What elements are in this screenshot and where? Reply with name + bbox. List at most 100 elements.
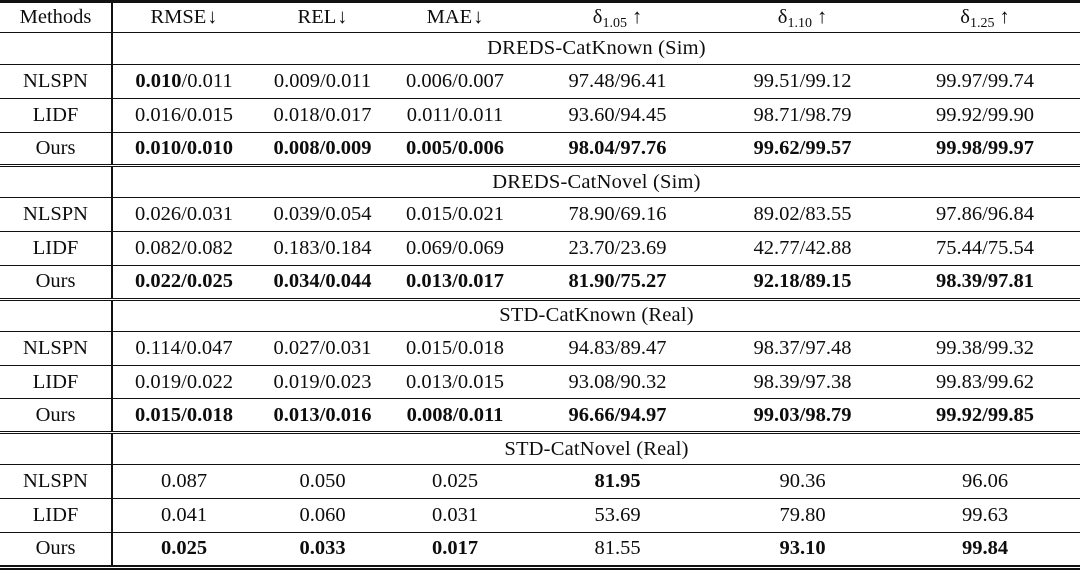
delta-subscript: 1.05 xyxy=(602,16,627,31)
down-arrow-icon: ↓ xyxy=(337,6,348,28)
col-header-rel: REL↓ xyxy=(255,2,390,33)
value-cell: 99.92/99.90 xyxy=(936,103,1034,126)
col-header-mae: MAE↓ xyxy=(390,2,520,33)
value-cell: 81.95 xyxy=(594,470,641,493)
table-row-nlspn: NLSPN 0.114/0.047 0.027/0.031 0.015/0.01… xyxy=(0,331,1080,366)
value-cell: 99.38/99.32 xyxy=(936,336,1034,359)
table-row-ours: Ours 0.025 0.033 0.017 81.55 93.10 99.84 xyxy=(0,532,1080,568)
method-label: LIDF xyxy=(0,98,113,133)
table-row-lidf: LIDF 0.016/0.015 0.018/0.017 0.011/0.011… xyxy=(0,98,1080,133)
value-cell: 99.83/99.62 xyxy=(936,370,1034,393)
value-cell: 99.03/98.79 xyxy=(753,403,852,426)
value-cell: 81.90/75.27 xyxy=(568,270,667,293)
method-label: Ours xyxy=(0,398,113,433)
delta-symbol: δ xyxy=(777,6,788,28)
value-cell: 99.84 xyxy=(961,537,1009,560)
delta-subscript: 1.25 xyxy=(969,16,995,31)
value-cell: 0.025 xyxy=(431,470,479,493)
table-row-ours: Ours 0.022/0.025 0.034/0.044 0.013/0.017… xyxy=(0,265,1080,300)
table-row-nlspn: NLSPN 0.087 0.050 0.025 81.95 90.36 96.0… xyxy=(0,464,1080,499)
value-cell: 99.97/99.74 xyxy=(936,69,1034,92)
value-cell: 0.019/0.023 xyxy=(273,370,372,393)
value-cell: 0.060 xyxy=(299,504,346,526)
value-cell: 0.019/0.022 xyxy=(135,370,233,393)
value-cell: 89.02/83.55 xyxy=(753,203,852,226)
value-cell: 0.018/0.017 xyxy=(273,103,372,126)
value-cell: 93.08/90.32 xyxy=(568,370,667,393)
up-arrow-icon: ↑ xyxy=(816,6,828,28)
value-cell: 79.80 xyxy=(779,504,826,526)
method-label: LIDF xyxy=(0,365,113,399)
section-header-std-catnovel-real: STD-CatNovel (Real) xyxy=(0,432,1080,465)
value-cell: 93.60/94.45 xyxy=(568,103,667,126)
value-cell: 0.005/0.006 xyxy=(406,137,504,160)
value-cell: 75.44/75.54 xyxy=(936,237,1034,260)
table-row-ours: Ours 0.015/0.018 0.013/0.016 0.008/0.011… xyxy=(0,398,1080,433)
value-cell: 0.087 xyxy=(160,470,208,493)
value-cell: 0.010/0.011 xyxy=(135,69,233,92)
value-cell: 81.55 xyxy=(594,537,641,560)
value-cell: 0.009/0.011 xyxy=(273,69,372,92)
method-label: NLSPN xyxy=(0,331,113,366)
header-row: Methods RMSE↓ REL↓ MAE↓ δ1.05 ↑ δ1.10 ↑ δ1… xyxy=(0,1,1080,33)
value-cell: 0.050 xyxy=(299,470,346,493)
value-cell: 90.36 xyxy=(779,470,826,493)
empty-cell xyxy=(0,32,113,65)
value-cell: 93.10 xyxy=(779,537,826,560)
section-header-dreds-catnovel-sim: DREDS-CatNovel (Sim) xyxy=(0,165,1080,198)
value-cell: 0.013/0.017 xyxy=(406,270,504,293)
value-cell: 0.008/0.009 xyxy=(273,137,372,160)
value-cell: 0.008/0.011 xyxy=(406,403,504,426)
value-cell: 0.013/0.015 xyxy=(406,370,504,393)
value-cell: 99.92/99.85 xyxy=(936,403,1034,426)
value-cell: 94.83/89.47 xyxy=(568,336,667,359)
value-cell: 99.98/99.97 xyxy=(936,137,1034,160)
method-label: Ours xyxy=(0,132,113,166)
value-cell: 42.77/42.88 xyxy=(753,237,852,260)
up-arrow-icon: ↑ xyxy=(631,6,643,28)
value-cell: 0.026/0.031 xyxy=(135,203,233,226)
empty-cell xyxy=(0,432,113,465)
value-cell: 0.039/0.054 xyxy=(273,203,372,226)
value-cell: 0.082/0.082 xyxy=(135,237,233,260)
col-header-rel-label: REL xyxy=(297,6,337,28)
value-cell: 97.86/96.84 xyxy=(936,203,1034,226)
up-arrow-icon: ↑ xyxy=(999,6,1010,28)
value-cell: 0.031 xyxy=(431,504,479,526)
value-cell: 0.022/0.025 xyxy=(135,270,233,293)
value-cell: 53.69 xyxy=(594,504,641,526)
empty-cell xyxy=(0,299,113,332)
delta-symbol: δ xyxy=(592,6,603,28)
value-cell: 98.04/97.76 xyxy=(568,137,667,160)
value-cell: 92.18/89.15 xyxy=(753,270,852,293)
value-cell: 0.010/0.010 xyxy=(135,137,233,160)
section-title: DREDS-CatKnown (Sim) xyxy=(487,36,706,59)
col-header-methods: Methods xyxy=(0,1,113,33)
value-cell: 98.71/98.79 xyxy=(753,103,852,126)
value-cell: 96.06 xyxy=(961,470,1009,493)
value-cell: 0.183/0.184 xyxy=(273,237,372,260)
section-title: STD-CatNovel (Real) xyxy=(504,437,689,460)
method-label: LIDF xyxy=(0,498,113,533)
value-cell: 0.015/0.018 xyxy=(135,403,233,426)
method-label: NLSPN xyxy=(0,197,113,232)
section-title: DREDS-CatNovel (Sim) xyxy=(492,170,701,193)
col-header-delta-110: δ1.10 ↑ xyxy=(715,2,890,33)
method-label: LIDF xyxy=(0,231,113,266)
empty-cell xyxy=(0,165,113,198)
value-cell: 0.114/0.047 xyxy=(135,336,233,359)
value-cell: 0.011/0.011 xyxy=(406,103,504,126)
table-row-lidf: LIDF 0.019/0.022 0.019/0.023 0.013/0.015… xyxy=(0,365,1080,399)
table-row-nlspn: NLSPN 0.026/0.031 0.039/0.054 0.015/0.02… xyxy=(0,197,1080,232)
table-row-lidf: LIDF 0.041 0.060 0.031 53.69 79.80 99.63 xyxy=(0,498,1080,533)
table-row-lidf: LIDF 0.082/0.082 0.183/0.184 0.069/0.069… xyxy=(0,231,1080,266)
value-cell: 23.70/23.69 xyxy=(568,237,667,260)
delta-subscript: 1.10 xyxy=(787,16,812,31)
value-cell: 97.48/96.41 xyxy=(568,69,667,92)
value-cell: 99.63 xyxy=(961,504,1009,526)
value-cell: 98.39/97.81 xyxy=(936,270,1034,293)
down-arrow-icon: ↓ xyxy=(473,6,484,28)
col-header-delta-125: δ1.25 ↑ xyxy=(890,2,1080,33)
